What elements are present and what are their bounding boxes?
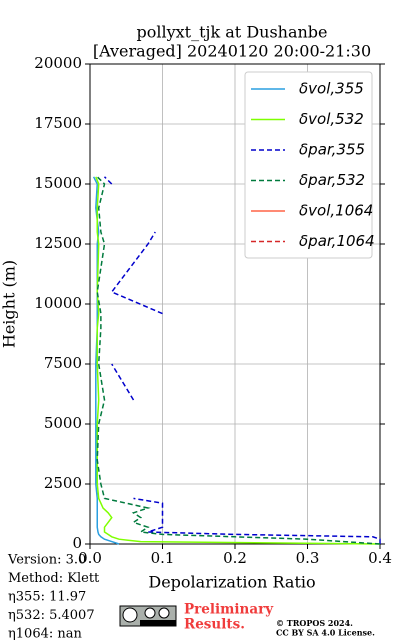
y-tick-label: 7500 bbox=[44, 354, 82, 372]
annotation: Version: 3.0 bbox=[7, 553, 86, 568]
legend-label: δpar,1064 bbox=[299, 232, 375, 250]
profile-line bbox=[96, 176, 381, 545]
license-note: © TROPOS 2024. bbox=[276, 618, 353, 628]
x-tick-label: 0.1 bbox=[151, 549, 175, 567]
x-tick-label: 0.4 bbox=[368, 549, 392, 567]
profile-line bbox=[92, 176, 120, 545]
annotation: η532: 5.4007 bbox=[8, 608, 95, 623]
x-tick-label: 0.2 bbox=[223, 549, 247, 567]
y-tick-label: 2500 bbox=[44, 474, 82, 492]
legend-label: δvol,532 bbox=[299, 110, 364, 128]
y-tick-label: 5000 bbox=[44, 414, 82, 432]
annotation: η355: 11.97 bbox=[8, 590, 86, 605]
legend-label: δpar,355 bbox=[299, 141, 365, 159]
annotation: Method: Klett bbox=[8, 571, 100, 586]
annotation: η1064: nan bbox=[8, 627, 83, 640]
x-tick-label: 0.0 bbox=[78, 549, 102, 567]
y-tick-label: 0 bbox=[72, 534, 82, 552]
y-axis-label: Height (m) bbox=[0, 260, 19, 348]
license-note: CC BY SA 4.0 License. bbox=[276, 628, 375, 638]
chart-subtitle: [Averaged] 20240120 20:00-21:30 bbox=[93, 42, 371, 61]
legend-label: δpar,532 bbox=[299, 171, 365, 189]
profile-line bbox=[103, 176, 381, 544]
cc-logo bbox=[119, 605, 177, 627]
legend-label: δvol,1064 bbox=[299, 202, 373, 220]
preliminary-note: Results. bbox=[184, 617, 245, 633]
legend-label: δvol,355 bbox=[299, 80, 364, 98]
chart-title: pollyxt_tjk at Dushanbe bbox=[136, 23, 327, 42]
legend-box bbox=[244, 71, 373, 259]
y-tick-label: 15000 bbox=[34, 174, 82, 192]
x-tick-label: 0.3 bbox=[296, 549, 320, 567]
x-axis-label: Depolarization Ratio bbox=[148, 573, 315, 592]
y-tick-label: 10000 bbox=[34, 294, 82, 312]
preliminary-note: Preliminary bbox=[184, 602, 274, 618]
plot-frame bbox=[89, 63, 381, 545]
y-tick-label: 17500 bbox=[34, 114, 82, 132]
y-tick-label: 12500 bbox=[34, 234, 82, 252]
profile-line bbox=[95, 176, 381, 545]
y-tick-label: 20000 bbox=[34, 54, 82, 72]
